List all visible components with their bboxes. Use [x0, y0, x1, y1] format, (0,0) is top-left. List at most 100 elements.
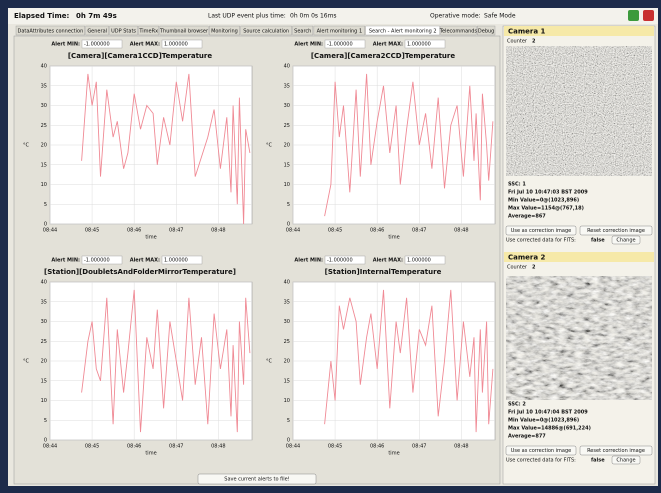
alert-min-label: Alert MIN:: [51, 258, 80, 264]
x-axis-label: time: [388, 451, 399, 457]
y-tick-label: 25: [284, 339, 290, 345]
save-button[interactable]: [197, 473, 317, 485]
reset-correction-button-label: Reset correction image: [587, 228, 645, 234]
x-tick-label: 08:44: [43, 444, 57, 450]
x-tick-label: 08:46: [370, 228, 384, 234]
x-tick-label: 08:48: [211, 444, 225, 450]
y-tick-label: 10: [284, 182, 290, 188]
chart-title: [Station]InternalTemperature: [325, 268, 442, 276]
reset-correction-button[interactable]: [579, 445, 653, 456]
camera-header: [504, 26, 654, 36]
y-tick-label: 0: [287, 438, 290, 444]
tab[interactable]: [477, 25, 496, 36]
camera-title: Camera 2: [508, 254, 546, 262]
tab-label: Search - Alert monitoring 2: [369, 28, 437, 34]
x-tick-label: 08:48: [211, 228, 225, 234]
alert-max-value: 1.000000: [164, 258, 188, 264]
use-correction-button[interactable]: [505, 445, 577, 456]
alert-max-label: Alert MAX:: [130, 42, 160, 48]
x-tick-label: 08:45: [328, 228, 342, 234]
tab-label: Alert monitoring 1: [317, 28, 363, 34]
alert-max-field[interactable]: [404, 255, 446, 265]
tab[interactable]: [138, 25, 160, 36]
y-tick-label: 40: [41, 64, 47, 70]
alert-min-field[interactable]: [324, 255, 366, 265]
tab-label: Search: [294, 28, 311, 34]
y-tick-label: 25: [41, 123, 47, 129]
tab[interactable]: [292, 25, 314, 36]
x-tick-label: 08:45: [85, 444, 99, 450]
y-tick-label: 20: [284, 359, 290, 365]
y-tick-label: 35: [41, 83, 47, 89]
tab-label: Telecommands: [439, 28, 478, 34]
y-tick-label: 10: [41, 398, 47, 404]
alert-max-field[interactable]: [161, 39, 203, 49]
tab[interactable]: [313, 25, 365, 36]
chart-title: [Camera][Camera1CCD]Temperature: [68, 52, 213, 60]
alert-min-value: -1.000000: [84, 258, 110, 264]
camera-ssc: SSC: 1: [508, 182, 526, 188]
y-tick-label: 5: [44, 418, 47, 424]
camera-max: Max Value=14886@(691,224): [508, 426, 591, 432]
y-tick-label: 15: [41, 378, 47, 384]
y-tick-label: 20: [284, 143, 290, 149]
tab[interactable]: [109, 25, 138, 36]
tab[interactable]: [365, 25, 440, 36]
x-tick-label: 08:47: [412, 444, 426, 450]
reset-correction-button[interactable]: [579, 225, 653, 236]
alert-max-field[interactable]: [404, 39, 446, 49]
x-axis-label: time: [145, 235, 156, 241]
use-correction-button[interactable]: [505, 225, 577, 236]
alert-max-field[interactable]: [161, 255, 203, 265]
y-tick-label: 15: [41, 162, 47, 168]
y-tick-label: 20: [41, 143, 47, 149]
y-axis-label: °C: [23, 143, 30, 149]
close-button[interactable]: [643, 10, 654, 21]
y-tick-label: 40: [284, 64, 290, 70]
tab[interactable]: [208, 25, 240, 36]
alert-min-field[interactable]: [81, 39, 123, 49]
y-tick-label: 0: [287, 222, 290, 228]
alert-min-label: Alert MIN:: [294, 258, 323, 264]
y-tick-label: 20: [41, 359, 47, 365]
tab[interactable]: [440, 25, 477, 36]
change-button-label: Change: [616, 458, 635, 464]
y-tick-label: 30: [41, 103, 47, 109]
tab[interactable]: [240, 25, 292, 36]
y-axis-label: °C: [266, 143, 273, 149]
alert-min-label: Alert MIN:: [51, 42, 80, 48]
y-tick-label: 5: [44, 202, 47, 208]
tab[interactable]: [85, 25, 109, 36]
y-tick-label: 35: [284, 299, 290, 305]
x-tick-label: 08:46: [370, 444, 384, 450]
camera-1-image: [506, 46, 652, 176]
change-button[interactable]: [611, 455, 641, 465]
green-button[interactable]: [628, 10, 639, 21]
line-series: [81, 289, 251, 433]
content: Elapsed Time: 0h 7m 49s Last UDP event plu…: [14, 12, 654, 485]
fits-label: Use corrected data for FITS:: [506, 458, 576, 464]
camera-ssc: SSC: 2: [508, 402, 526, 408]
tab-label: DataAttributes connection: [17, 28, 83, 34]
status-bar: [8, 8, 658, 24]
alert-max-label: Alert MAX:: [373, 258, 403, 264]
y-tick-label: 5: [287, 418, 290, 424]
camera-average: Average=867: [508, 214, 546, 220]
counter-value: 2: [532, 265, 536, 271]
tab[interactable]: [159, 25, 209, 36]
alert-min-label: Alert MIN:: [294, 42, 323, 48]
tab[interactable]: [15, 25, 85, 36]
alert-min-value: -1.000000: [327, 258, 353, 264]
mode-value: Safe Mode: [484, 13, 516, 20]
chart-title: [Camera][Camera2CCD]Temperature: [311, 52, 456, 60]
alert-min-field[interactable]: [81, 255, 123, 265]
fits-value: false: [591, 238, 605, 244]
x-tick-label: 08:44: [43, 228, 57, 234]
udp-label: Last UDP event plus time:: [208, 13, 286, 20]
y-tick-label: 0: [44, 222, 47, 228]
x-tick-label: 08:45: [328, 444, 342, 450]
alert-min-field[interactable]: [324, 39, 366, 49]
change-button[interactable]: [611, 235, 641, 245]
y-tick-label: 25: [284, 123, 290, 129]
